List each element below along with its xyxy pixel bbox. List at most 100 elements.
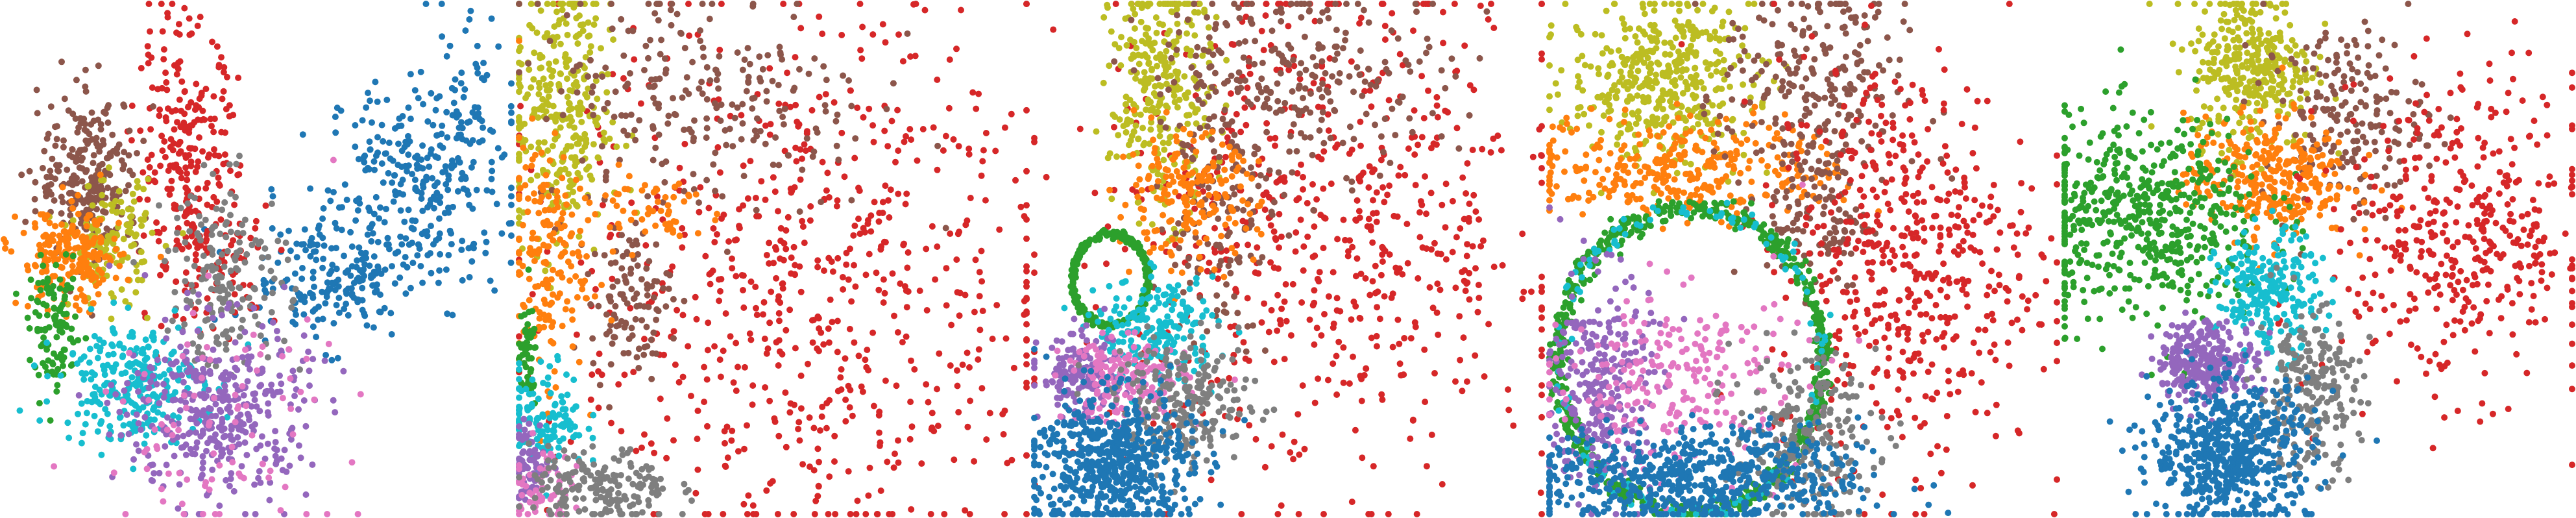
scatter-point [182,451,189,458]
scatter-point [816,347,822,354]
scatter-point [978,247,985,254]
scatter-point [549,143,556,149]
scatter-point [231,201,238,208]
scatter-point [1459,174,1466,181]
scatter-point [520,448,527,455]
scatter-point [661,179,668,186]
scatter-point [431,182,438,190]
scatter-point [1378,391,1385,398]
scatter-point [555,83,563,90]
scatter-point [725,238,733,245]
scatter-point [171,307,178,314]
scatter-point [128,328,136,336]
scatter-point [716,356,723,364]
scatter-point [261,245,269,252]
scatter-point [652,144,659,151]
scatter-point [882,377,889,384]
scatter-point [600,487,607,494]
scatter-point [526,275,533,282]
scatter-point [1326,55,1333,62]
scatter-point [219,95,226,103]
scatter-point [1348,499,1355,506]
scatter-point [188,162,195,169]
scatter-point [876,429,882,436]
scatter-point [596,382,603,389]
scatter-point [321,242,328,249]
scatter-point [535,79,542,86]
scatter-point [412,217,419,225]
scatter-point [348,285,355,292]
scatter-point [565,171,572,177]
scatter-point [694,407,701,414]
scatter-point [23,262,30,269]
scatter-point [281,447,288,454]
scatter-point [638,276,645,283]
scatter-point [655,101,662,108]
scatter-point [596,351,603,358]
scatter-point [852,283,859,290]
scatter-point [1440,40,1447,47]
scatter-point [561,475,568,482]
scatter-point [630,369,637,376]
scatter-point [531,110,538,116]
scatter-point [1031,375,1038,382]
scatter-point [452,76,459,83]
scatter-point [137,381,144,388]
scatter-point [568,307,576,314]
scatter-point [1538,165,1545,172]
scatter-point [69,253,77,260]
scatter-point [653,350,660,357]
scatter-point [153,219,160,226]
scatter-point [546,157,553,164]
scatter-point [98,451,105,458]
scatter-point [792,101,799,108]
scatter-point [602,498,609,505]
scatter-point [341,181,348,188]
scatter-point [775,162,783,169]
scatter-point [645,1,652,7]
scatter-point [934,142,942,149]
scatter-point [526,489,533,497]
scatter-point [94,354,101,362]
scatter-point [604,71,611,78]
scatter-point [333,225,340,232]
scatter-point [762,384,769,391]
scatter-point [805,70,812,77]
scatter-point [667,6,674,14]
scatter-point [79,235,86,241]
scatter-point [88,376,95,383]
scatter-point [162,356,169,364]
scatter-point [376,215,383,222]
scatter-point [516,207,522,214]
scatter-point [729,101,736,108]
scatter-point [1023,379,1030,386]
scatter-point [323,293,330,301]
scatter-point [325,340,332,347]
scatter-point [489,167,496,175]
scatter-point [518,491,526,499]
scatter-point [749,105,756,112]
scatter-point [904,30,911,37]
scatter-point [32,224,39,231]
scatter-point [244,361,251,368]
scatter-point [206,244,213,251]
scatter-point [112,391,119,398]
scatter-point [569,316,576,323]
scatter-point [752,195,759,201]
scatter-point [704,423,711,430]
scatter-point [682,489,689,496]
scatter-point [615,457,622,464]
scatter-point [225,334,232,341]
scatter-point [540,75,547,82]
scatter-point [967,195,974,201]
scatter-point [168,351,175,358]
scatter-point [443,180,450,188]
scatter-point [906,126,914,132]
scatter-point [524,208,531,216]
scatter-point [866,251,873,258]
scatter-point [918,460,925,467]
scatter-point [962,291,969,299]
scatter-point [585,271,592,278]
scatter-point [903,190,910,197]
scatter-point [210,314,217,321]
